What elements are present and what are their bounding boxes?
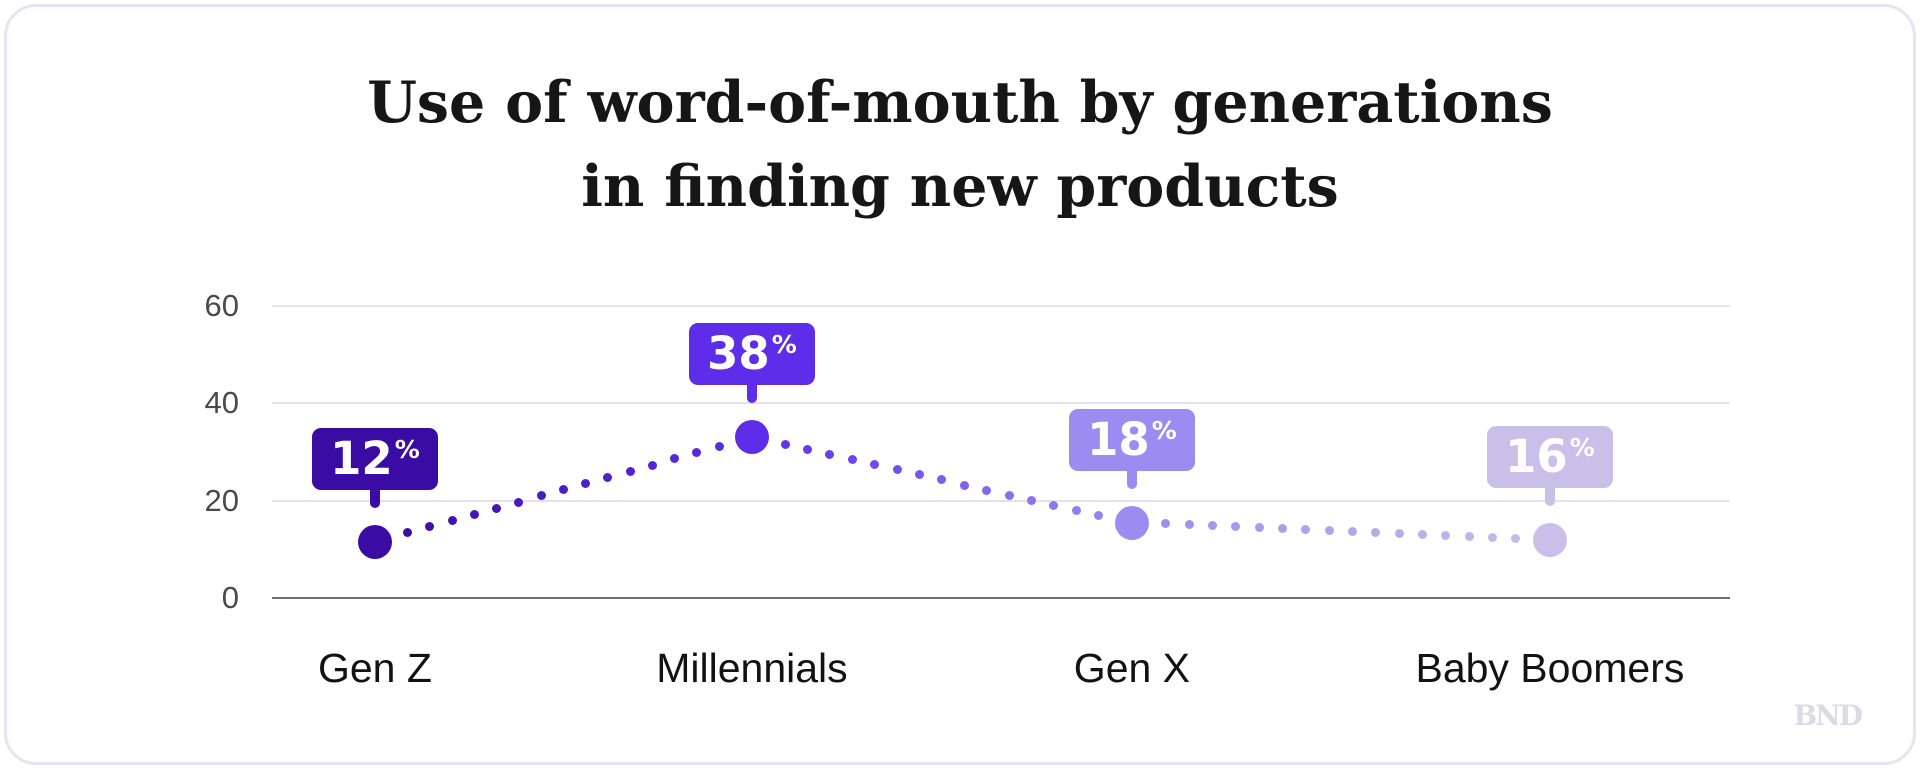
line-dot	[1208, 521, 1218, 531]
line-dot	[1441, 530, 1451, 540]
line-dot	[581, 479, 591, 489]
value-number: 12	[330, 432, 393, 486]
badge-pointer-tail	[1126, 466, 1137, 489]
badge-pointer-tail	[746, 381, 757, 404]
line-dot	[625, 466, 635, 476]
line-dot	[1004, 490, 1014, 500]
gridline-20	[272, 499, 1730, 502]
line-dot	[1254, 523, 1264, 533]
line-dot	[1184, 520, 1194, 530]
line-chart: 60 40 20 0 12% Gen Z 38% Millennials 18% Gen X 16%…	[7, 7, 1913, 762]
line-dot	[558, 485, 568, 495]
line-dot	[915, 470, 925, 480]
line-dot	[469, 509, 479, 519]
percent-sign: %	[771, 330, 797, 360]
y-tick-20: 20	[204, 482, 239, 518]
value-badge-gen-z: 12%	[311, 428, 438, 509]
line-dot	[1049, 500, 1059, 510]
line-dot	[1394, 528, 1404, 538]
data-point-marker-gen-z	[357, 525, 392, 560]
line-dot	[603, 472, 613, 482]
line-dot	[870, 460, 880, 470]
line-dot	[425, 522, 435, 532]
line-dot	[1071, 505, 1081, 515]
value-badge-baby-boomers: 16%	[1486, 425, 1613, 506]
value-badge-millennials: 38%	[688, 323, 815, 404]
line-dot	[492, 503, 502, 513]
data-point-marker-millennials	[734, 420, 769, 455]
line-dot	[647, 460, 657, 470]
line-dot	[670, 454, 680, 464]
percent-sign: %	[1151, 415, 1177, 445]
line-dot	[714, 441, 724, 451]
line-dot	[982, 485, 992, 495]
category-label-gen-z: Gen Z	[317, 645, 432, 691]
chart-title: Use of word-of-mouth by generations in f…	[7, 61, 1913, 229]
line-dot	[780, 440, 790, 450]
value-number: 18	[1087, 412, 1150, 466]
line-dot	[514, 497, 524, 507]
line-dot	[1418, 529, 1428, 539]
line-dot	[847, 455, 857, 465]
percent-sign: %	[1569, 432, 1595, 462]
line-dot	[1027, 495, 1037, 505]
line-dot	[1464, 531, 1474, 541]
line-dot	[1488, 532, 1498, 542]
value-badge-gen-x: 18%	[1068, 408, 1195, 489]
line-dot	[1511, 533, 1521, 543]
chart-card: Use of word-of-mouth by generations in f…	[4, 4, 1916, 765]
line-dot	[892, 465, 902, 475]
brand-watermark: BND	[1793, 699, 1863, 732]
gridline-40	[272, 402, 1730, 405]
line-dot	[1301, 525, 1311, 535]
line-dot	[959, 480, 969, 490]
y-tick-0: 0	[221, 580, 239, 615]
line-dot	[1371, 528, 1381, 537]
line-dot	[692, 448, 702, 458]
line-dot	[825, 450, 835, 460]
data-point-marker-baby-boomers	[1532, 522, 1567, 557]
line-dot	[447, 516, 457, 526]
chart-title-line2: in finding new products	[581, 153, 1339, 220]
y-tick-60: 60	[204, 288, 239, 323]
x-axis-baseline	[272, 597, 1730, 599]
value-number: 38	[707, 327, 770, 381]
line-dot	[803, 445, 813, 455]
data-point-marker-gen-x	[1114, 505, 1149, 540]
category-label-millennials: Millennials	[656, 645, 848, 691]
line-dot	[1161, 519, 1171, 529]
line-dot	[1231, 522, 1241, 532]
line-dot	[1094, 510, 1104, 520]
badge-pointer-tail	[369, 486, 380, 509]
y-tick-40: 40	[204, 385, 239, 421]
line-dot	[1324, 526, 1334, 536]
chart-title-line1: Use of word-of-mouth by generations	[367, 69, 1553, 136]
category-label-baby-boomers: Baby Boomers	[1415, 645, 1685, 691]
percent-sign: %	[394, 435, 420, 465]
badge-pointer-tail	[1544, 483, 1555, 506]
line-dot	[1348, 527, 1358, 537]
line-dot	[403, 528, 413, 538]
line-dot	[937, 475, 947, 485]
gridline-60	[272, 305, 1730, 307]
value-number: 16	[1505, 429, 1568, 483]
line-dot	[1278, 524, 1288, 534]
category-label-gen-x: Gen X	[1073, 645, 1191, 691]
line-dot	[536, 491, 546, 501]
